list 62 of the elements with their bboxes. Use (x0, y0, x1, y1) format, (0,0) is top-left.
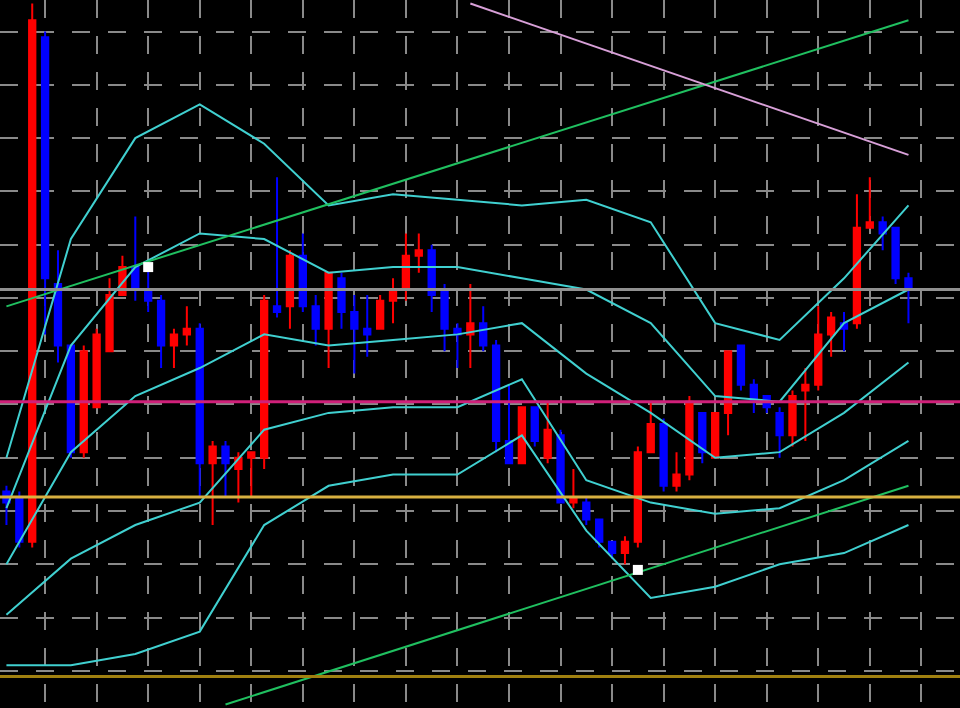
candlestick (698, 411, 707, 465)
candlestick (337, 271, 346, 330)
candlestick (685, 395, 694, 482)
candlestick (904, 271, 913, 325)
candlestick (530, 406, 539, 448)
candlestick (865, 176, 874, 229)
candlestick (479, 305, 488, 353)
candlestick (388, 277, 398, 325)
candlestick (53, 249, 63, 364)
candlestick (195, 322, 204, 498)
candlestick (144, 266, 153, 313)
candlestick (504, 383, 514, 465)
candlestick (491, 338, 501, 454)
candlestick (814, 305, 823, 392)
candlestick (659, 417, 668, 493)
candlestick (375, 294, 385, 330)
candlestick (852, 193, 862, 330)
candlestick (156, 294, 166, 370)
candlestick (595, 518, 604, 549)
candlestick (620, 535, 630, 566)
candlestick (28, 2, 37, 549)
candlestick (182, 305, 191, 347)
candlestick (363, 294, 372, 358)
candlestick (543, 400, 552, 465)
candlestick (131, 215, 140, 302)
candlestick (891, 226, 900, 285)
candlestick (350, 294, 359, 375)
candlestick (285, 249, 295, 330)
candlestick (672, 451, 681, 493)
candlestick (723, 350, 733, 437)
candlestick (646, 400, 655, 454)
candlestick (711, 411, 720, 459)
candlestick (427, 243, 436, 313)
candlestick (324, 271, 333, 370)
candlestick (878, 215, 887, 252)
candlestick (414, 232, 423, 274)
candlestick (169, 327, 179, 370)
candlestick (247, 451, 256, 498)
candlestick (775, 406, 784, 459)
candlestick (466, 282, 475, 370)
candlestick (105, 277, 114, 353)
candlestick (736, 344, 746, 392)
candlestick (453, 322, 462, 370)
candlestick (607, 540, 617, 560)
candlestick (517, 406, 527, 465)
candlestick (311, 294, 320, 347)
candlestick (839, 310, 849, 353)
candlestick (92, 327, 101, 409)
candlestick (221, 439, 230, 498)
candlestick (260, 294, 269, 470)
candlestick (401, 232, 411, 302)
candlestick (440, 282, 449, 353)
candlestick (272, 176, 282, 319)
candlestick (633, 445, 642, 549)
candlestick (298, 232, 307, 313)
candlestick (79, 344, 88, 459)
candlestick (788, 389, 797, 448)
candlestick (234, 451, 243, 504)
candlestick (208, 439, 217, 527)
candlestick (801, 367, 810, 442)
candlestick (826, 310, 836, 358)
candlestick (582, 496, 591, 527)
